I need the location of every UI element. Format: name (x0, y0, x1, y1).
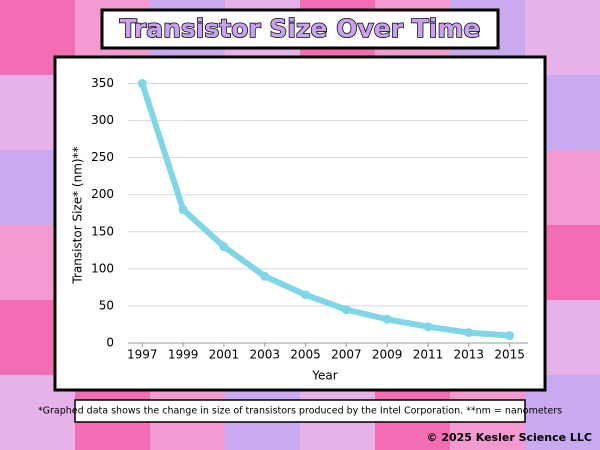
data-point (341, 305, 351, 315)
y-tick-label: 350 (91, 76, 114, 90)
data-point (464, 328, 474, 338)
data-point (178, 205, 188, 215)
x-tick-label: 2013 (454, 348, 485, 362)
title-box (100, 8, 500, 50)
data-point (137, 79, 147, 89)
x-tick-label: 2005 (290, 348, 321, 362)
x-tick-label: 2001 (209, 348, 240, 362)
y-tick-label: 200 (91, 187, 114, 201)
y-tick-label: 300 (91, 113, 114, 127)
y-tick-label: 100 (91, 261, 114, 275)
data-point (301, 290, 311, 300)
data-point (382, 314, 392, 324)
x-tick-label: 2003 (249, 348, 280, 362)
data-point (423, 322, 433, 332)
y-tick-label: 50 (99, 298, 114, 312)
x-tick-label: 1999 (168, 348, 199, 362)
copyright: © 2025 Kesler Science LLC (426, 431, 592, 444)
footnote: *Graphed data shows the change in size o… (38, 406, 562, 417)
y-tick-label: 150 (91, 224, 114, 238)
data-point (260, 271, 270, 281)
footnote-box (74, 399, 526, 423)
x-tick-label: 1997 (127, 348, 158, 362)
x-tick-label: 2007 (331, 348, 362, 362)
data-line (139, 80, 513, 339)
y-tick-label: 0 (106, 336, 114, 350)
x-axis-label: Year (311, 369, 337, 383)
data-point (219, 242, 229, 252)
y-axis-label: Transistor Size* (nm)** (71, 146, 85, 284)
plot-box (53, 55, 547, 392)
x-tick-label: 2011 (413, 348, 444, 362)
y-tick-label: 250 (91, 150, 114, 164)
x-tick-label: 2015 (494, 348, 525, 362)
data-point (505, 331, 515, 341)
chart-title: Transistor Size Over Time (120, 14, 481, 43)
x-tick-label: 2009 (372, 348, 403, 362)
